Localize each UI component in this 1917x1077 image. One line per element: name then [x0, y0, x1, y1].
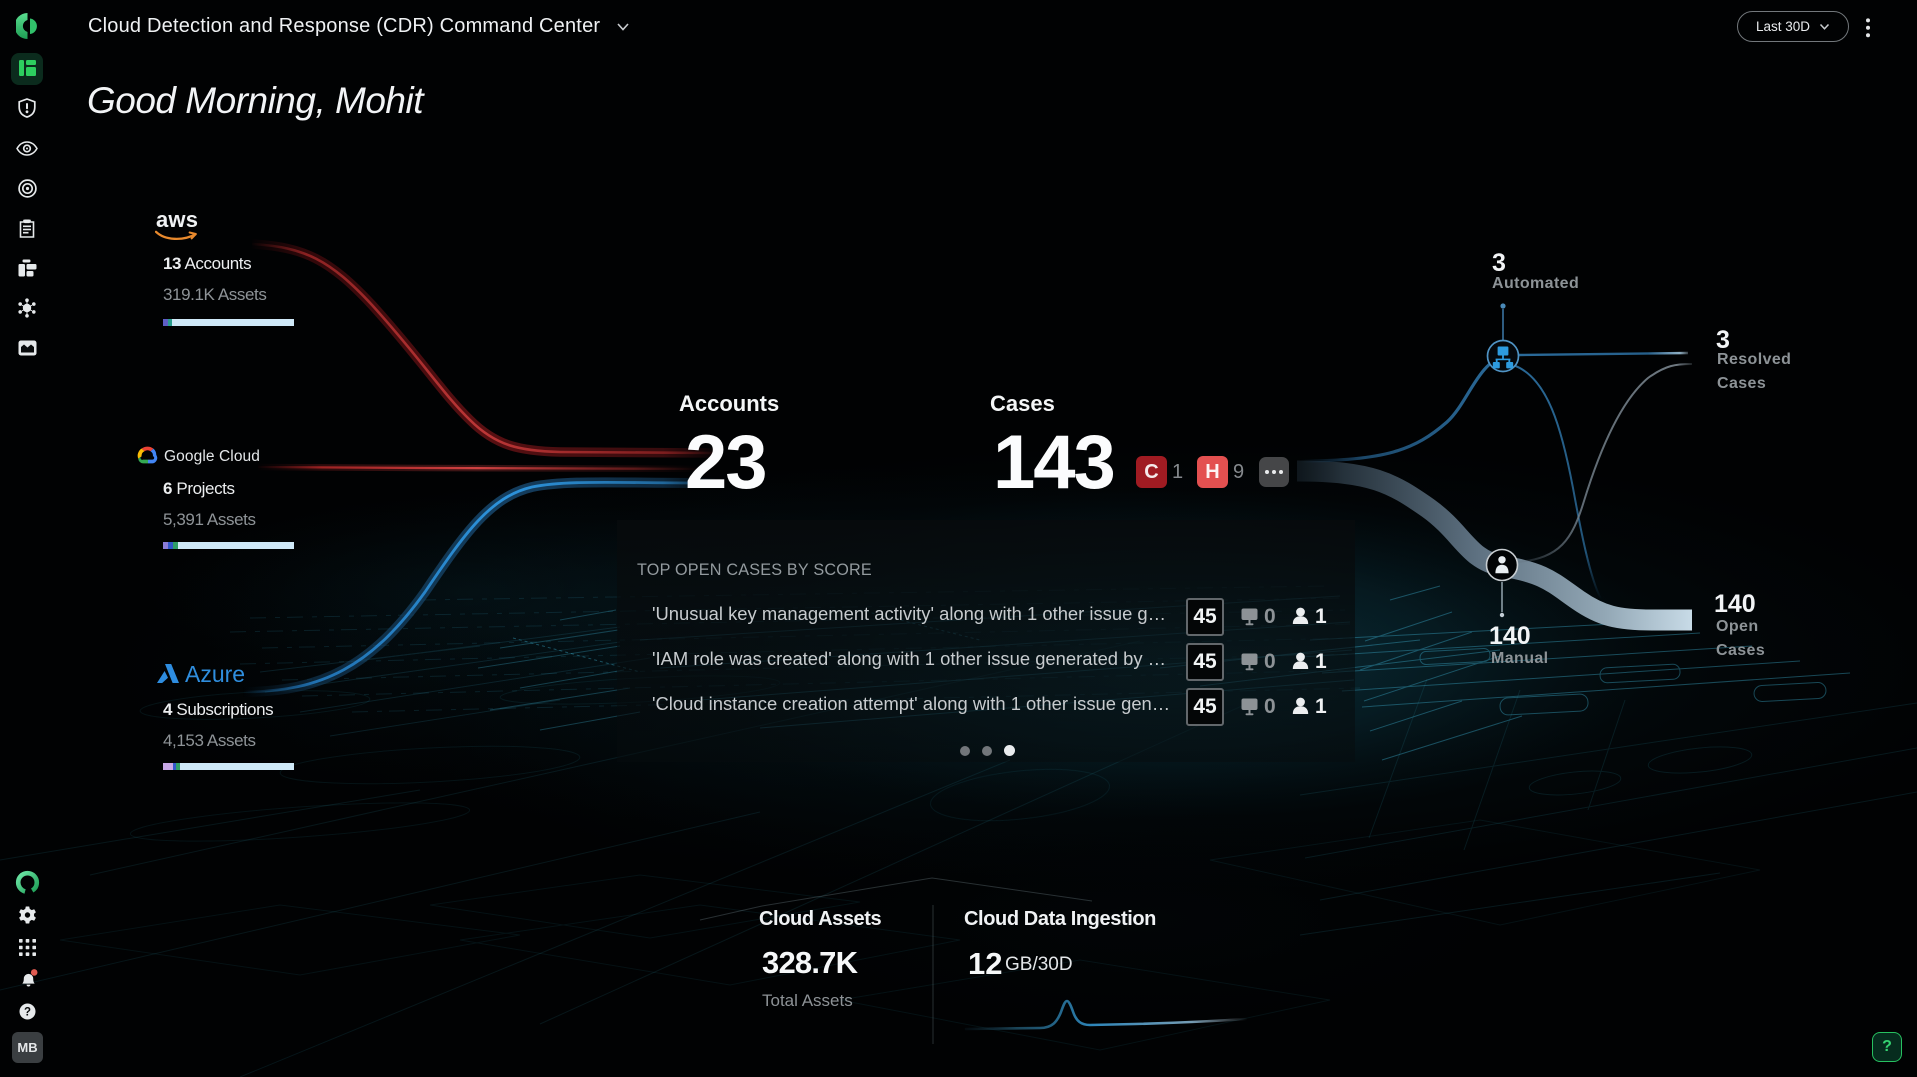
svg-text:?: ?	[24, 1006, 31, 1018]
